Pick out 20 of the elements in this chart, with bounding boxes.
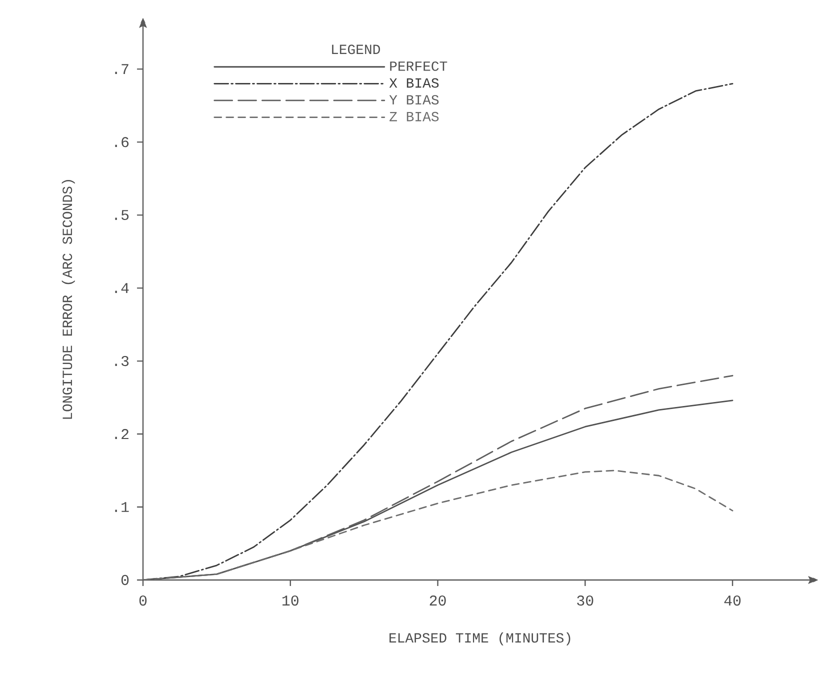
text: Z BIAS [390, 112, 439, 122]
y-tick-label: .5 [115, 210, 129, 220]
x-tick-label: 20 [430, 595, 446, 606]
y-tick-label: .3 [115, 356, 129, 366]
text: X BIAS [389, 78, 439, 88]
y-tick-label: .1 [115, 502, 129, 512]
y-tick-label: .2 [115, 429, 128, 440]
x-axis-title: ELAPSED TIME (MINUTES) [390, 632, 570, 646]
text: PERFECT [390, 61, 448, 71]
legend-title: LEGEND [332, 44, 380, 54]
x-tick-label: 10 [282, 595, 298, 606]
y-axis-title: LONGITUDE ERROR (ARC SECONDS) [62, 180, 75, 419]
x-tick-label: 30 [577, 595, 594, 606]
y-tick-label: 0 [121, 574, 129, 586]
x-tick-label: 40 [724, 595, 741, 606]
x-tick-label: 0 [139, 595, 147, 606]
y-tick-label: .7 [115, 64, 128, 74]
text: Y BIAS [389, 95, 439, 105]
y-tick-label: .4 [115, 283, 129, 293]
y-tick-label: .6 [115, 137, 129, 148]
